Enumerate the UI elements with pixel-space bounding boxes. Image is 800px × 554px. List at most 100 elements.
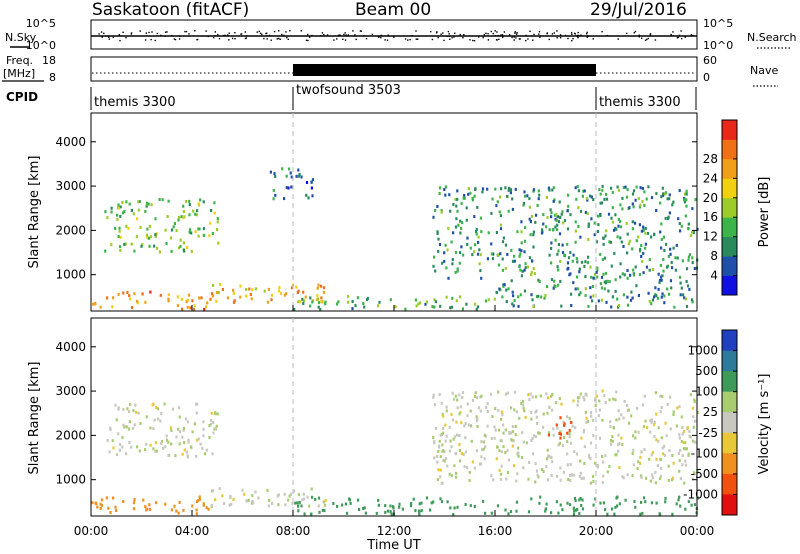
vel-echo-cell	[232, 498, 235, 501]
power-echo-cell	[463, 196, 466, 200]
noise-sample	[130, 33, 133, 35]
power-echo-cell	[116, 213, 119, 217]
power-echo-cell	[444, 243, 447, 247]
power-echo-cell	[597, 299, 600, 303]
vel-echo-cell	[178, 430, 181, 434]
power-echo-cell	[583, 189, 586, 193]
power-echo-cell	[554, 225, 557, 229]
power-echo-cell	[511, 207, 514, 211]
power-echo-cell	[694, 198, 697, 202]
power-echo-cell	[567, 193, 570, 197]
vel-echo-cell	[167, 454, 170, 457]
vel-echo-cell	[559, 432, 563, 436]
power-echo-cell	[678, 222, 681, 225]
vel-echo-cell	[475, 415, 478, 419]
vel-echo-cell	[469, 424, 473, 428]
power-echo-cell	[394, 305, 397, 309]
noise-sample	[519, 38, 521, 40]
vel-echo-cell	[459, 405, 462, 409]
power-echo-cell	[679, 293, 682, 297]
power-echo-cell	[676, 256, 679, 260]
vel-echo-cell	[196, 438, 199, 442]
power-echo-cell	[202, 227, 206, 231]
vel-echo-cell	[177, 511, 180, 515]
power-echo-cell	[570, 304, 573, 307]
vel-echo-cell	[247, 498, 250, 502]
vel-echo-cell	[455, 420, 458, 424]
power-echo-cell	[481, 190, 484, 194]
vel-echo-cell	[252, 501, 255, 505]
vel-echo-cell	[521, 431, 524, 435]
power-echo-cell	[592, 276, 595, 280]
vel-echo-cell	[471, 460, 474, 464]
vel-echo-cell	[167, 440, 170, 444]
vel-echo-cell	[639, 455, 642, 459]
vel-echo-cell	[660, 436, 663, 440]
vel-echo-cell	[184, 417, 188, 421]
vel-echo-cell	[537, 431, 540, 435]
power-echo-cell	[532, 245, 535, 249]
vel-echo-cell	[609, 420, 612, 424]
vel-echo-cell	[536, 473, 539, 477]
noise-sample	[196, 39, 198, 41]
vel-echo-cell	[186, 454, 189, 458]
power-echo-cell	[634, 198, 637, 202]
vel-echo-cell	[561, 444, 565, 447]
vel-echo-cell	[159, 419, 162, 423]
vel-echo-cell	[513, 390, 517, 394]
vel-echo-cell	[492, 478, 495, 482]
power-echo-cell	[154, 217, 157, 221]
power-echo-cell	[531, 298, 534, 302]
power-echo-cell	[692, 231, 695, 235]
vel-echo-cell	[126, 407, 129, 411]
vel-echo-cell	[210, 411, 213, 415]
power-echo-cell	[498, 287, 501, 291]
power-echo-cell	[112, 296, 115, 300]
power-echo-cell	[206, 301, 209, 305]
power-echo-cell	[283, 293, 286, 297]
velocity-colorbar-label: Velocity [m s⁻¹]	[757, 374, 772, 475]
power-echo-cell	[523, 239, 527, 243]
power-echo-cell	[645, 265, 648, 269]
power-echo-cell	[521, 269, 524, 273]
power-echo-cell	[141, 243, 144, 247]
power-echo-cell	[110, 243, 113, 247]
cpid-segment-3: themis 3300	[599, 95, 681, 110]
vel-echo-cell	[230, 502, 233, 506]
power-echo-cell	[569, 213, 572, 217]
vel-echo-cell	[310, 512, 313, 516]
vel-echo-cell	[544, 507, 547, 511]
power-echo-cell	[660, 238, 663, 241]
power-echo-cell	[512, 294, 515, 298]
power-echo-cell	[621, 207, 624, 211]
power-echo-cell	[481, 187, 485, 191]
noise-sample	[437, 36, 439, 39]
vel-echo-cell	[111, 439, 114, 443]
vel-echo-cell	[677, 451, 680, 455]
vel-echo-cell	[499, 477, 502, 481]
power-echo-cell	[577, 206, 580, 210]
power-echo-cell	[619, 275, 622, 279]
vel-echo-cell	[542, 412, 545, 416]
vel-echo-cell	[555, 423, 558, 427]
power-echo-cell	[173, 222, 176, 226]
vel-echo-cell	[202, 502, 205, 506]
vel-echo-cell	[344, 502, 347, 506]
power-echo-cell	[471, 196, 474, 200]
power-echo-cell	[528, 217, 531, 221]
vel-echo-cell	[208, 424, 211, 427]
vel-echo-cell	[156, 407, 160, 411]
power-echo-cell	[687, 227, 690, 231]
power-echo-cell	[591, 299, 594, 303]
power-echo-cell	[640, 229, 643, 233]
vel-echo-cell	[653, 423, 656, 427]
power-echo-cell	[666, 197, 669, 201]
vel-echo-cell	[480, 394, 483, 398]
power-echo-cell	[606, 279, 609, 283]
power-echo-cell	[679, 275, 682, 279]
power-echo-cell	[354, 304, 357, 308]
power-echo-cell	[691, 300, 694, 304]
colorbar-frame	[721, 329, 738, 516]
power-echo-cell	[622, 245, 625, 248]
noise-sample	[122, 31, 124, 33]
